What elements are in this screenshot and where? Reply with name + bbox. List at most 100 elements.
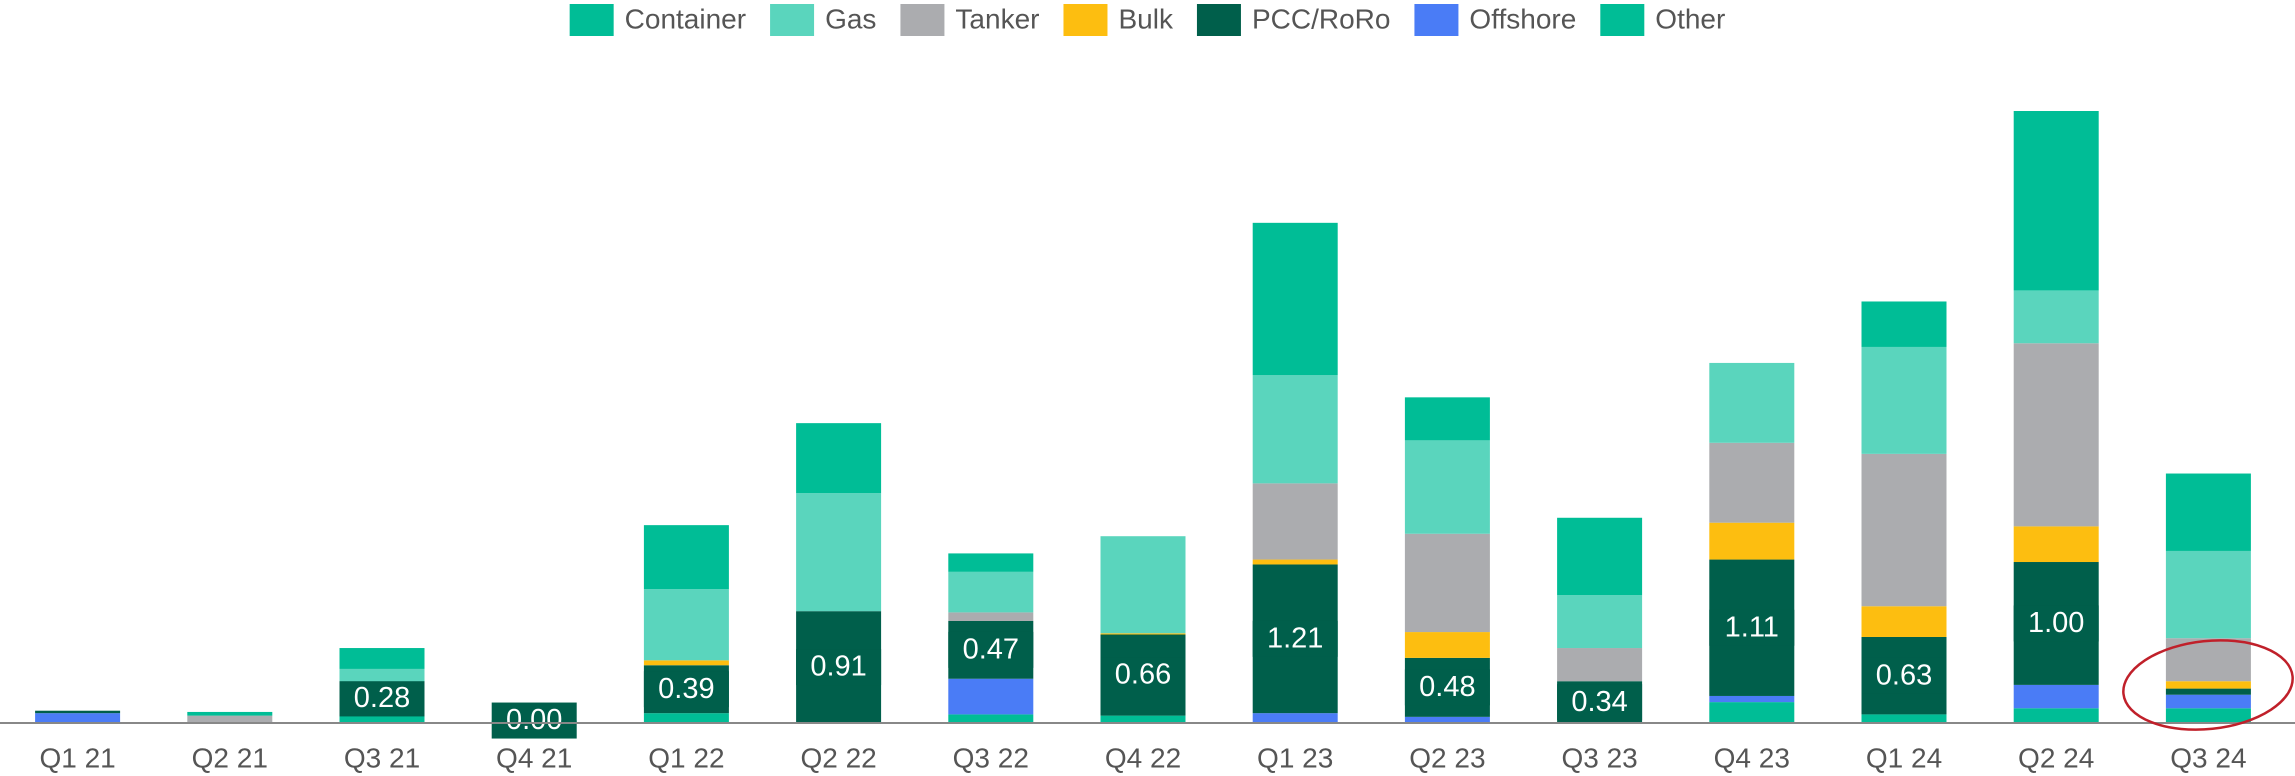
bar-segment <box>1709 362 1795 443</box>
x-tick-label: Q3 24 <box>2170 742 2246 773</box>
bar-segment <box>948 678 1034 715</box>
bar-segment <box>2013 684 2099 709</box>
bar-segment <box>1252 713 1338 723</box>
bar-segment <box>1100 536 1186 634</box>
data-label: 1.11 <box>1725 611 1779 643</box>
data-label-bg <box>1100 657 1186 694</box>
bar-segment <box>2165 681 2251 689</box>
x-tick-label: Q3 23 <box>1561 742 1637 773</box>
legend-swatch <box>1600 4 1645 36</box>
bar-segment <box>643 525 729 590</box>
data-label-bg <box>796 649 882 686</box>
data-label: 0.34 <box>1571 686 1627 718</box>
legend-label: Bulk <box>1118 3 1173 34</box>
x-tick-label: Q1 21 <box>39 742 115 773</box>
bar-segment <box>187 711 273 716</box>
bar-segment <box>339 648 425 669</box>
bar-segment <box>1557 648 1643 682</box>
legend-swatch <box>1063 4 1108 36</box>
bar-segment <box>2165 694 2251 709</box>
bar-segment <box>796 493 882 612</box>
x-tick-label: Q4 22 <box>1105 742 1181 773</box>
legend-label: Other <box>1655 3 1725 34</box>
data-label-bg <box>1709 609 1795 646</box>
highlight-ellipse <box>2122 639 2294 731</box>
data-label: 0.91 <box>810 651 866 683</box>
bar-segment <box>1861 714 1947 723</box>
bar-segment <box>187 715 273 723</box>
data-label: 1.21 <box>1267 622 1323 654</box>
data-label-bg <box>491 702 577 739</box>
bar-segment <box>948 553 1034 572</box>
bar-segment <box>1709 702 1795 723</box>
data-label-bg <box>643 671 729 708</box>
data-label-bg <box>339 680 425 717</box>
x-tick-label: Q1 24 <box>1866 742 1942 773</box>
data-label: 0.28 <box>354 682 410 714</box>
legend-swatch <box>1414 4 1459 36</box>
legend-label: Gas <box>825 3 876 34</box>
legend-swatch <box>770 4 815 36</box>
bar-segment <box>643 713 729 723</box>
data-label-bg <box>1557 684 1643 721</box>
legend-swatch <box>900 4 945 36</box>
data-label-bg <box>948 631 1034 668</box>
data-label: 0.39 <box>658 673 714 705</box>
bar-segment <box>339 715 425 723</box>
x-tick-label: Q2 21 <box>192 742 268 773</box>
x-tick-label: Q1 22 <box>648 742 724 773</box>
bar-segment <box>796 423 882 494</box>
bars: 0.28 0.00 0.39 0.91 0.47 0.66 1.21 0.48 0.34 1.11… <box>35 111 2251 739</box>
bar-segment <box>1709 442 1795 523</box>
bar-segment <box>35 713 121 723</box>
bar-segment <box>1404 533 1490 633</box>
bar-segment <box>1404 440 1490 534</box>
data-label-bg <box>1861 657 1947 694</box>
bar-segment <box>948 571 1034 613</box>
data-label: 0.00 <box>506 704 562 736</box>
bar-segment <box>948 714 1034 723</box>
data-label: 0.63 <box>1876 659 1932 691</box>
bar-segment <box>2165 550 2251 639</box>
x-tick-label: Q1 23 <box>1257 742 1333 773</box>
bar-segment <box>1252 559 1338 565</box>
x-tick-label: Q2 23 <box>1409 742 1485 773</box>
bar-segment <box>1709 695 1795 703</box>
bar-segment <box>1404 632 1490 658</box>
data-label-bg <box>1404 669 1490 706</box>
bar-segment <box>643 660 729 666</box>
x-tick-label: Q4 21 <box>496 742 572 773</box>
bar-segment <box>2013 290 2099 344</box>
data-label: 1.00 <box>2028 607 2084 639</box>
x-tick-label: Q4 23 <box>1714 742 1790 773</box>
legend-label: PCC/RoRo <box>1252 3 1390 34</box>
bar-segment <box>1252 222 1338 376</box>
data-label: 0.47 <box>963 634 1019 666</box>
x-tick-label: Q3 22 <box>953 742 1029 773</box>
legend-swatch <box>569 4 614 36</box>
bar-segment <box>2013 526 2099 563</box>
bar-segment <box>1861 453 1947 607</box>
bar-segment <box>339 668 425 682</box>
bar-segment <box>2013 708 2099 723</box>
bar-segment <box>2165 708 2251 723</box>
bar-segment <box>35 710 121 714</box>
bar-segment <box>948 612 1034 621</box>
x-tick-label: Q3 21 <box>344 742 420 773</box>
bar-segment <box>2165 688 2251 695</box>
bar-segment <box>2165 473 2251 551</box>
bar-segment <box>1100 715 1186 723</box>
bar-segment <box>1404 397 1490 441</box>
bar-segment <box>2013 111 2099 291</box>
x-tick-label: Q2 24 <box>2018 742 2094 773</box>
bar-segment <box>1557 595 1643 649</box>
legend-label: Container <box>625 3 746 34</box>
data-label-bg <box>1252 620 1338 657</box>
bar-segment <box>1861 606 1947 637</box>
data-label: 0.48 <box>1419 671 1475 703</box>
bar-segment <box>643 589 729 661</box>
bar-segment <box>1709 522 1795 560</box>
legend-label: Tanker <box>955 3 1039 34</box>
x-tick-label: Q2 22 <box>800 742 876 773</box>
